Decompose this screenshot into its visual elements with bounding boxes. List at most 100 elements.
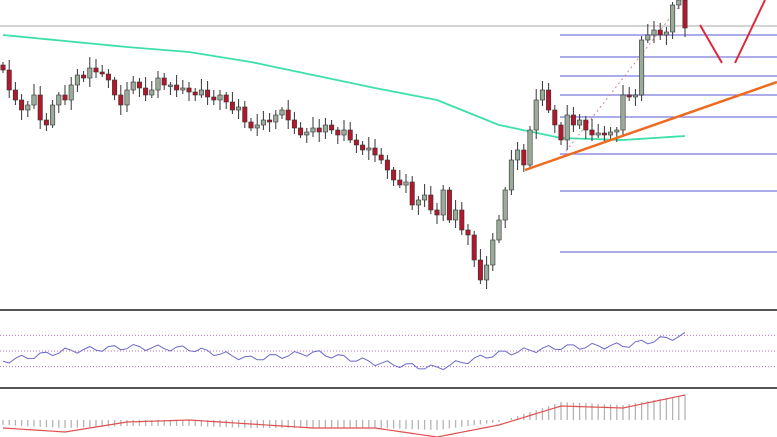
candle-bearish: [446, 189, 452, 221]
candle-bullish: [56, 94, 62, 106]
candle-bullish: [670, 4, 676, 33]
candle-bullish: [180, 87, 186, 91]
candle-bearish: [428, 194, 434, 211]
candle-bearish: [316, 127, 322, 133]
candle-bearish: [570, 114, 576, 126]
candle-bullish: [577, 119, 583, 126]
candle-bullish: [595, 132, 601, 136]
candle-bearish: [434, 209, 440, 216]
candle-bullish: [490, 239, 496, 266]
candle-bullish: [167, 84, 173, 87]
candle-bullish: [527, 129, 533, 166]
candle-bearish: [118, 94, 124, 106]
candle-bullish: [632, 94, 638, 98]
candle-bearish: [626, 94, 632, 98]
candle-bearish: [397, 179, 403, 186]
candle-bullish: [496, 219, 502, 241]
candle-bullish: [620, 94, 626, 131]
candle-bearish: [477, 259, 483, 281]
candle-bearish: [0, 64, 6, 71]
macd-panel: [2, 394, 686, 437]
candle-bearish: [192, 91, 198, 96]
candle-bullish: [124, 89, 130, 106]
candle-bearish: [143, 87, 149, 96]
candle-bullish: [50, 104, 56, 126]
candle-bearish: [205, 89, 211, 98]
candle-bullish: [198, 89, 204, 96]
candle-bearish: [136, 81, 142, 89]
candle-bullish: [645, 34, 651, 41]
candle-bullish: [254, 124, 260, 129]
candle-bullish: [608, 131, 614, 136]
candle-bullish: [260, 119, 266, 126]
moving-average-line: [2, 34, 686, 141]
candle-bearish: [601, 132, 607, 136]
candle-bearish: [583, 119, 589, 131]
candle-bullish: [155, 77, 161, 91]
candle-bearish: [298, 127, 304, 136]
candle-bearish: [174, 84, 180, 91]
candle-bullish: [236, 106, 242, 111]
candle-bearish: [335, 129, 341, 136]
rsi-panel: [0, 331, 777, 371]
candle-bullish: [651, 29, 657, 36]
candle-bearish: [291, 119, 297, 129]
candle-bullish: [415, 199, 421, 206]
candle-bearish: [657, 29, 663, 36]
candle-bullish: [453, 209, 459, 221]
candle-bearish: [329, 124, 335, 131]
candle-bearish: [12, 89, 18, 101]
candle-bearish: [112, 79, 118, 96]
rsi-line: [2, 331, 686, 371]
candle-bullish: [366, 147, 372, 151]
candle-bearish: [378, 154, 384, 161]
candle-bearish: [682, 0, 688, 29]
candle-bearish: [43, 119, 49, 126]
candle-bullish: [279, 109, 285, 116]
candle-bullish: [31, 94, 37, 106]
candle-bullish: [663, 31, 669, 36]
candle-bullish: [304, 131, 310, 136]
candle-bearish: [391, 169, 397, 181]
candle-bullish: [341, 129, 347, 136]
candle-bearish: [589, 129, 595, 136]
candle-bearish: [372, 147, 378, 156]
candle-bullish: [533, 99, 539, 131]
candle-bullish: [564, 114, 570, 141]
candle-bullish: [403, 181, 409, 186]
candle-bearish: [471, 234, 477, 261]
candle-bearish: [409, 181, 415, 206]
candle-bullish: [422, 194, 428, 201]
candle-bullish: [273, 114, 279, 123]
candle-bullish: [149, 89, 155, 96]
candle-bullish: [508, 159, 514, 191]
candle-bearish: [105, 73, 111, 81]
candle-bullish: [639, 39, 645, 96]
candle-bullish: [322, 124, 328, 133]
candle-bearish: [62, 94, 68, 101]
candle-bullish: [484, 264, 490, 281]
candle-bearish: [186, 87, 192, 93]
candle-bearish: [267, 119, 273, 123]
candle-bullish: [676, 0, 682, 6]
candle-bearish: [285, 109, 291, 121]
projection-arrow-up: [734, 0, 766, 64]
candle-bullish: [87, 67, 93, 79]
candle-bullish: [74, 74, 80, 86]
candle-bullish: [130, 81, 136, 91]
candle-bearish: [558, 124, 564, 141]
support-trendline: [524, 80, 777, 172]
candle-bearish: [6, 69, 12, 91]
candle-bearish: [248, 121, 254, 129]
price-panel: [0, 0, 777, 289]
candle-bearish: [546, 89, 552, 111]
candle-bullish: [217, 94, 223, 101]
projection-arrow-down: [699, 24, 723, 64]
candle-bullish: [515, 149, 521, 161]
candle-bearish: [19, 99, 25, 111]
candle-bullish: [539, 89, 545, 101]
candle-bearish: [242, 106, 248, 123]
macd-signal-line: [2, 394, 686, 437]
candle-bullish: [502, 189, 508, 221]
